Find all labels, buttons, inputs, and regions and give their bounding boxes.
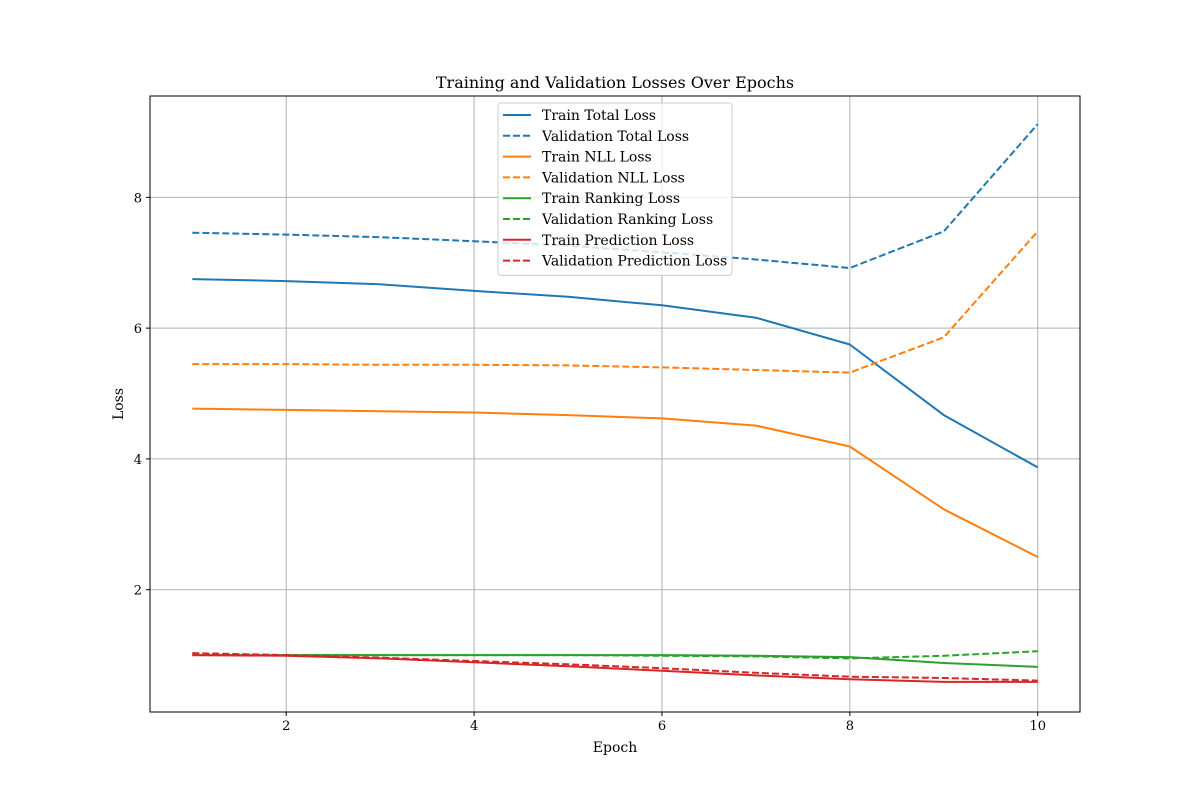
legend-label: Train Ranking Loss <box>542 191 680 207</box>
legend-box <box>497 102 733 276</box>
x-tick-label: 2 <box>282 719 290 734</box>
y-tick-label: 4 <box>134 453 142 468</box>
legend-label: Validation Prediction Loss <box>541 254 727 270</box>
x-tick-label: 4 <box>470 719 478 734</box>
series-line-validation-ranking-loss <box>192 650 1038 660</box>
x-tick-label: 6 <box>658 719 666 734</box>
legend-label: Validation Ranking Loss <box>541 212 713 228</box>
y-tick-label: 8 <box>134 191 142 206</box>
plot-frame <box>149 95 1081 713</box>
series-lines <box>192 123 1039 683</box>
chart-title: Training and Validation Losses Over Epoc… <box>436 73 794 92</box>
y-axis-label: Loss <box>111 388 127 420</box>
legend-label: Train Total Loss <box>542 108 656 124</box>
legend: Train Total Loss Validation Total Loss Tra… <box>497 102 733 276</box>
axis-ticks: 2 4 6 8 10 2 4 6 8 <box>134 191 1046 734</box>
legend-label: Train NLL Loss <box>542 150 652 166</box>
legend-label: Validation Total Loss <box>541 129 689 145</box>
series-line-validation-prediction-loss <box>192 652 1038 682</box>
x-tick-label: 10 <box>1029 719 1046 734</box>
series-line-train-nll-loss <box>192 407 1039 558</box>
y-tick-label: 6 <box>134 322 142 337</box>
x-tick-label: 8 <box>846 719 854 734</box>
series-line-train-prediction-loss <box>192 654 1038 683</box>
legend-label: Validation NLL Loss <box>541 170 685 186</box>
y-tick-label: 2 <box>134 584 142 599</box>
series-line-validation-nll-loss <box>192 230 1039 374</box>
x-axis-label: Epoch <box>593 740 637 756</box>
series-line-train-total-loss <box>192 278 1039 469</box>
legend-label: Train Prediction Loss <box>542 233 694 249</box>
